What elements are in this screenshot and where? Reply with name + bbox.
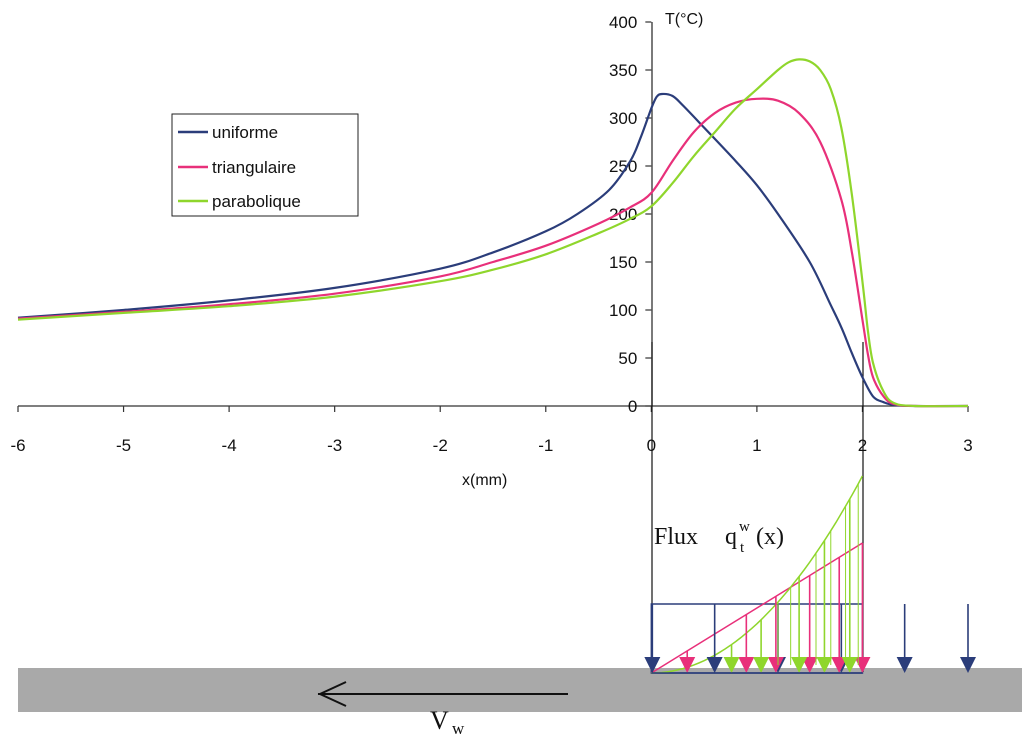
x-tick-marks bbox=[17, 406, 969, 412]
y-tick-label: 100 bbox=[609, 301, 637, 320]
series-line-triangulaire bbox=[17, 97, 969, 408]
legend-item-uniforme: uniforme bbox=[178, 123, 278, 142]
flux-arrow-triangular-head bbox=[679, 657, 696, 673]
flux-arrow-uniform-head bbox=[706, 657, 723, 673]
flux-arrow-triangular-head bbox=[738, 657, 755, 673]
flux-arrow-uniform-head bbox=[960, 657, 976, 673]
flux-arrow-parabolic-head bbox=[816, 657, 833, 673]
x-axis-title: x(mm) bbox=[462, 472, 507, 489]
svg-text:w: w bbox=[739, 519, 750, 535]
flux-arrow-uniform-head bbox=[896, 657, 913, 673]
flux-diagram bbox=[644, 475, 976, 674]
flux-label: Flux q t w (x) bbox=[654, 519, 784, 556]
y-tick-label: 300 bbox=[609, 109, 637, 128]
x-tick-label: 0 bbox=[647, 436, 656, 455]
svg-text:(x): (x) bbox=[756, 524, 784, 550]
flux-arrow-triangular-head bbox=[801, 657, 818, 673]
y-axis-title: T(°C) bbox=[665, 11, 703, 28]
x-tick-label: -2 bbox=[433, 436, 448, 455]
flux-arrow-parabolic-head bbox=[753, 657, 770, 673]
flux-arrow-parabolic-head bbox=[791, 657, 808, 673]
y-tick-label: 400 bbox=[609, 13, 637, 32]
flux-arrow-triangular-head bbox=[767, 657, 784, 673]
series-layer bbox=[17, 58, 969, 408]
series-line-uniforme bbox=[17, 92, 969, 408]
svg-text:Flux: Flux bbox=[654, 524, 698, 550]
x-tick-label: 1 bbox=[752, 436, 761, 455]
x-tick-label: -5 bbox=[116, 436, 131, 455]
y-tick-label: 0 bbox=[628, 397, 637, 416]
x-tick-label: -3 bbox=[327, 436, 342, 455]
workpiece-bar bbox=[18, 668, 1022, 712]
svg-text:q: q bbox=[725, 524, 737, 550]
series-line-parabolique bbox=[17, 58, 969, 408]
x-tick-labels: -6-5-4-3-2-10123 bbox=[10, 436, 972, 455]
flux-arrow-triangular-head bbox=[831, 657, 848, 673]
legend-item-parabolique: parabolique bbox=[178, 192, 301, 211]
y-tick-label: 350 bbox=[609, 61, 637, 80]
y-tick-marks bbox=[645, 21, 652, 407]
legend-label-uniforme: uniforme bbox=[212, 123, 278, 142]
legend-label-parabolique: parabolique bbox=[212, 192, 301, 211]
y-tick-label: 50 bbox=[618, 349, 637, 368]
legend: uniforme triangulaire parabolique bbox=[171, 113, 359, 217]
x-tick-label: -4 bbox=[222, 436, 237, 455]
x-tick-label: -6 bbox=[10, 436, 25, 455]
legend-label-triangulaire: triangulaire bbox=[212, 158, 296, 177]
legend-item-triangulaire: triangulaire bbox=[178, 158, 296, 177]
x-tick-label: -1 bbox=[538, 436, 553, 455]
velocity-label: V bbox=[430, 706, 449, 735]
flux-arrow-parabolic-head bbox=[723, 657, 740, 673]
x-tick-label: 3 bbox=[963, 436, 972, 455]
y-tick-label: 150 bbox=[609, 253, 637, 272]
svg-text:t: t bbox=[740, 540, 745, 556]
flux-arrow-uniform-head bbox=[644, 657, 661, 673]
velocity-subscript: w bbox=[452, 719, 465, 737]
velocity-arrow bbox=[317, 681, 568, 707]
